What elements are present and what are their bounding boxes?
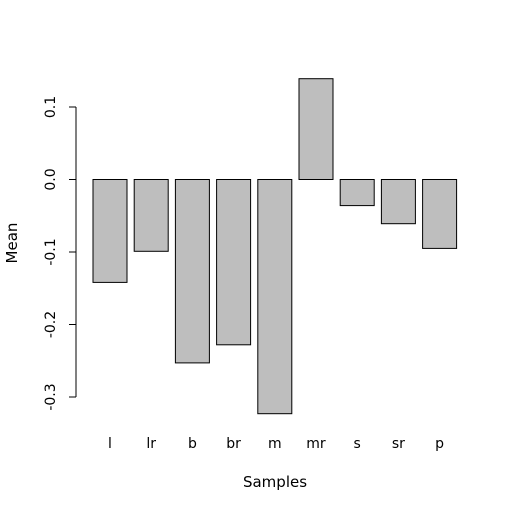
x-tick-label-m: m — [268, 436, 282, 452]
bar-mr — [298, 78, 334, 180]
x-tick-labels: l lr b br m mr s sr p — [108, 436, 444, 452]
x-tick-label-br: br — [226, 436, 241, 452]
y-tick-label: -0.2 — [43, 311, 59, 338]
x-tick-label-l: l — [108, 436, 112, 452]
bar-b — [174, 179, 210, 364]
x-tick-label-sr: sr — [392, 436, 405, 452]
bar-p — [422, 179, 458, 249]
y-tick-label: 0.1 — [43, 96, 59, 118]
bar-sr — [380, 179, 416, 225]
bars-group — [92, 78, 458, 415]
x-tick-label-b: b — [188, 436, 197, 452]
bar-br — [216, 179, 252, 346]
bar-m — [257, 179, 293, 415]
y-axis-title: Mean — [3, 223, 21, 264]
bar-s — [339, 179, 375, 207]
x-axis-title: Samples — [243, 473, 307, 491]
y-axis: -0.3 -0.2 -0.1 0.0 0.1 — [43, 96, 77, 411]
y-tick-label: -0.3 — [43, 383, 59, 410]
x-tick-label-mr: mr — [306, 436, 326, 452]
y-tick-label: 0.0 — [43, 168, 59, 190]
y-tick-label: -0.1 — [43, 238, 59, 265]
bar-l — [92, 179, 128, 283]
x-tick-label-p: p — [435, 436, 444, 452]
x-tick-label-s: s — [354, 436, 361, 452]
bar-lr — [133, 179, 169, 252]
x-tick-label-lr: lr — [146, 436, 156, 452]
